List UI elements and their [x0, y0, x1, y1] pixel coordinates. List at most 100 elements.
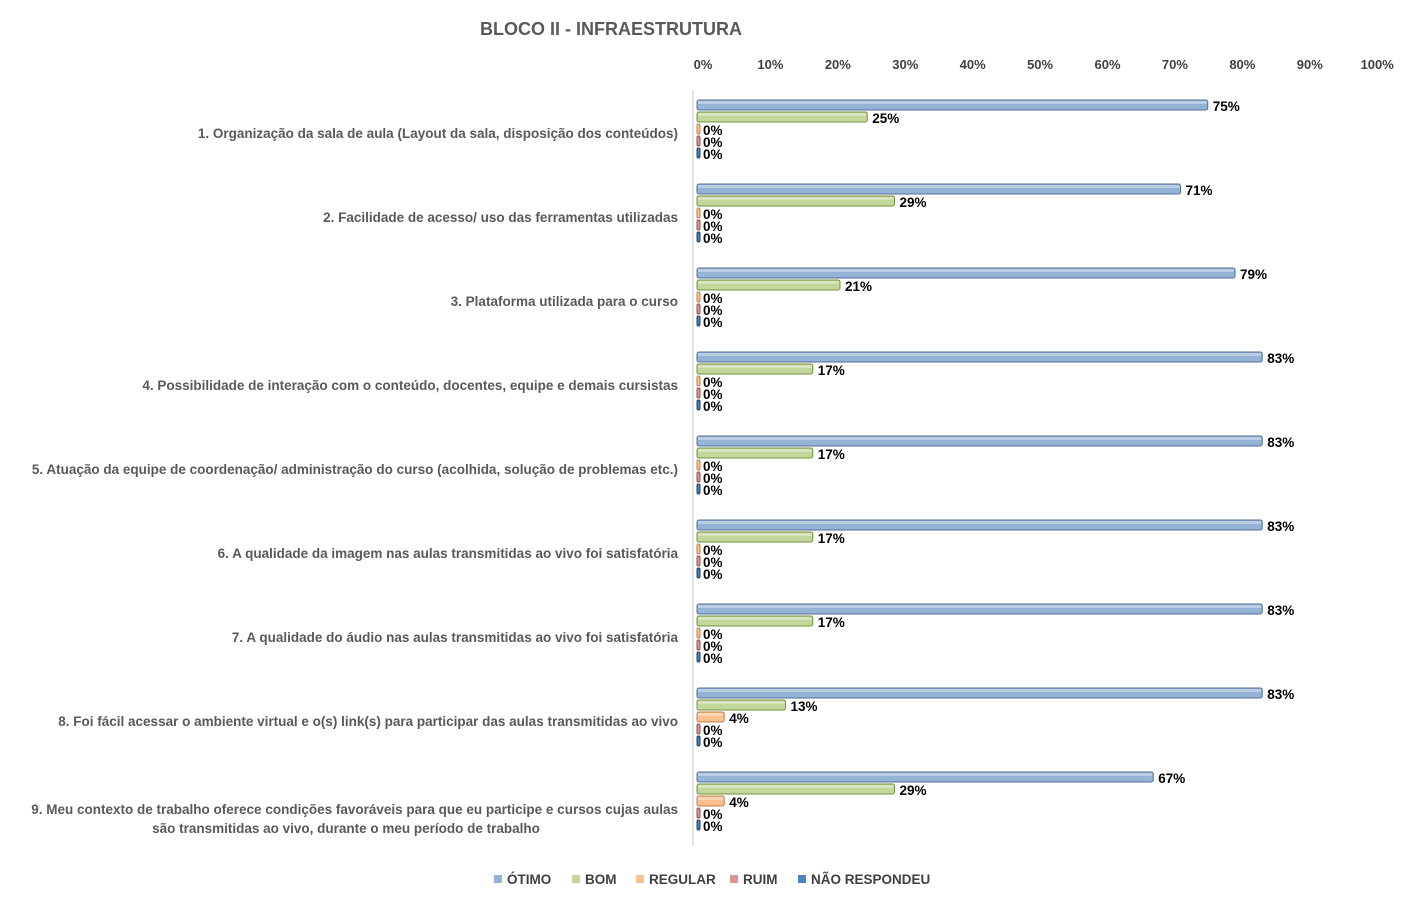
- data-label: 75%: [1213, 99, 1240, 114]
- data-label: 0%: [703, 399, 723, 414]
- bar-2-2: [696, 291, 701, 303]
- data-label: 0%: [703, 627, 723, 642]
- category-label: são transmitidas ao vivo, durante o meu …: [152, 821, 540, 836]
- data-label: 29%: [899, 783, 926, 798]
- bar-highlight: [698, 617, 812, 620]
- bar-2-1: [696, 207, 701, 219]
- bar-highlight: [698, 605, 1262, 608]
- bar-3-0: [696, 135, 701, 147]
- bar-4-5: [696, 567, 701, 579]
- bar-0-0: [696, 99, 1209, 111]
- bar-highlight: [698, 365, 812, 368]
- legend-label: BOM: [585, 872, 617, 887]
- data-label: 0%: [703, 123, 723, 138]
- bar-0-3: [696, 351, 1263, 363]
- bar-0-6: [696, 603, 1263, 615]
- bar-4-7: [696, 735, 701, 747]
- legend-swatch: [494, 875, 502, 883]
- data-label: 0%: [703, 315, 723, 330]
- bar-4-8: [696, 819, 701, 831]
- data-label: 0%: [703, 735, 723, 750]
- category-label: 9. Meu contexto de trabalho oferece cond…: [31, 802, 678, 817]
- bar-highlight: [698, 281, 840, 284]
- x-tick-label: 20%: [825, 57, 851, 72]
- x-tick-label: 0%: [694, 57, 713, 72]
- data-label: 79%: [1240, 267, 1267, 282]
- bar-highlight: [698, 185, 1180, 188]
- bar-highlight: [698, 773, 1153, 776]
- data-label: 21%: [845, 279, 872, 294]
- bar-0-7: [696, 687, 1263, 699]
- bar-3-8: [696, 807, 701, 819]
- bar-highlight: [698, 701, 785, 704]
- data-label: 0%: [703, 219, 723, 234]
- data-label: 83%: [1267, 687, 1294, 702]
- bar-highlight: [698, 353, 1262, 356]
- x-tick-label: 70%: [1162, 57, 1188, 72]
- bar-1-7: [696, 699, 787, 711]
- category-label: 2. Facilidade de acesso/ uso das ferrame…: [323, 210, 678, 225]
- bar-0-5: [696, 519, 1263, 531]
- chart-title: BLOCO II - INFRAESTRUTURA: [480, 19, 742, 39]
- data-label: 0%: [703, 651, 723, 666]
- bar-highlight: [698, 689, 1262, 692]
- bar-3-1: [696, 219, 701, 231]
- bar-3-2: [696, 303, 701, 315]
- data-label: 0%: [703, 807, 723, 822]
- bar-highlight: [698, 713, 724, 716]
- bar-2-0: [696, 123, 701, 135]
- bar-1-8: [696, 783, 895, 795]
- x-tick-label: 50%: [1027, 57, 1053, 72]
- bar-1-4: [696, 447, 814, 459]
- category-label: 8. Foi fácil acessar o ambiente virtual …: [58, 714, 678, 729]
- data-label: 67%: [1158, 771, 1185, 786]
- bar-1-3: [696, 363, 814, 375]
- bar-highlight: [698, 533, 812, 536]
- bar-highlight: [698, 113, 867, 116]
- data-label: 0%: [703, 303, 723, 318]
- category-label: 5. Atuação da equipe de coordenação/ adm…: [32, 462, 678, 477]
- x-tick-label: 100%: [1361, 57, 1395, 72]
- legend-label: NÃO RESPONDEU: [811, 872, 930, 887]
- data-label: 0%: [703, 135, 723, 150]
- data-label: 4%: [729, 795, 749, 810]
- data-label: 17%: [818, 447, 845, 462]
- legend-label: ÓTIMO: [507, 872, 551, 887]
- data-label: 0%: [703, 639, 723, 654]
- bar-4-6: [696, 651, 701, 663]
- bar-2-7: [696, 711, 725, 723]
- bar-4-2: [696, 315, 701, 327]
- data-label: 0%: [703, 291, 723, 306]
- legend-label: REGULAR: [649, 872, 716, 887]
- bar-highlight: [698, 785, 894, 788]
- data-label: 83%: [1267, 351, 1294, 366]
- x-tick-label: 40%: [960, 57, 986, 72]
- data-label: 0%: [703, 207, 723, 222]
- bar-1-0: [696, 111, 868, 123]
- bar-2-3: [696, 375, 701, 387]
- bar-highlight: [698, 797, 724, 800]
- data-label: 25%: [872, 111, 899, 126]
- data-label: 0%: [703, 819, 723, 834]
- bar-4-1: [696, 231, 701, 243]
- category-label: 6. A qualidade da imagem nas aulas trans…: [218, 546, 679, 561]
- bar-2-5: [696, 543, 701, 555]
- legend-swatch: [730, 875, 738, 883]
- bar-3-3: [696, 387, 701, 399]
- bar-0-1: [696, 183, 1182, 195]
- data-label: 4%: [729, 711, 749, 726]
- data-label: 17%: [818, 615, 845, 630]
- category-label: 7. A qualidade do áudio nas aulas transm…: [232, 630, 679, 645]
- data-label: 0%: [703, 387, 723, 402]
- bar-highlight: [698, 197, 894, 200]
- bar-3-6: [696, 639, 701, 651]
- legend-swatch: [798, 875, 806, 883]
- x-tick-label: 80%: [1229, 57, 1255, 72]
- bar-0-4: [696, 435, 1263, 447]
- bar-2-4: [696, 459, 701, 471]
- bar-highlight: [698, 437, 1262, 440]
- data-label: 0%: [703, 471, 723, 486]
- data-label: 0%: [703, 567, 723, 582]
- data-label: 83%: [1267, 435, 1294, 450]
